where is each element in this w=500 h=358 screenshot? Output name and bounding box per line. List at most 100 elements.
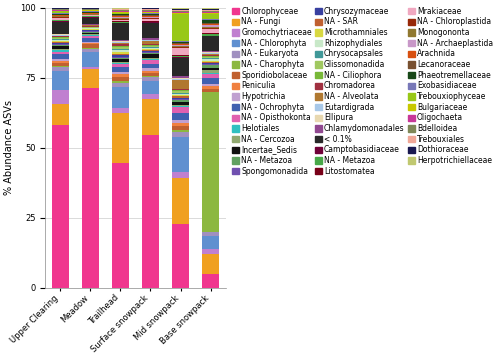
Bar [82,88,98,288]
Bar [82,30,98,31]
Bar [202,56,219,57]
Bar [142,11,158,12]
Bar [142,48,158,49]
Bar [172,106,189,107]
Bar [112,41,128,42]
Bar [142,38,158,40]
Bar [112,21,128,22]
Bar [142,46,158,47]
Bar [112,8,128,9]
Bar [52,44,68,45]
Bar [202,58,219,59]
Bar [172,107,189,113]
Bar [142,17,158,18]
Bar [202,12,219,13]
Bar [112,9,128,10]
Bar [52,90,68,104]
Bar [172,8,189,9]
Bar [202,26,219,28]
Bar [112,164,128,288]
Bar [52,50,68,52]
Bar [172,42,189,43]
Bar [172,137,189,173]
Bar [82,44,98,48]
Bar [52,17,68,18]
Bar [202,33,219,34]
Bar [202,34,219,35]
Bar [172,57,189,58]
Bar [82,42,98,43]
Bar [172,97,189,99]
Bar [172,105,189,106]
Bar [82,29,98,30]
Bar [82,38,98,42]
Bar [82,13,98,14]
Bar [172,91,189,92]
Bar [82,69,98,88]
Bar [142,51,158,52]
Bar [52,37,68,38]
Bar [112,44,128,46]
Bar [142,45,158,46]
Bar [112,83,128,87]
Bar [172,99,189,100]
Bar [82,9,98,10]
Bar [112,47,128,49]
Bar [172,130,189,132]
Bar [172,45,189,46]
Bar [82,18,98,24]
Bar [112,14,128,15]
Bar [172,80,189,89]
Bar [112,55,128,57]
Bar [52,22,68,34]
Bar [112,59,128,62]
Bar [202,59,219,61]
Bar [142,49,158,50]
Bar [172,47,189,48]
Bar [52,42,68,43]
Bar [142,22,158,23]
Bar [142,68,158,71]
Bar [52,20,68,21]
Bar [112,12,128,13]
Bar [112,112,128,164]
Bar [142,53,158,54]
Bar [112,108,128,112]
Bar [112,19,128,20]
Bar [52,34,68,35]
Bar [142,9,158,10]
Bar [112,16,128,17]
Bar [142,59,158,60]
Bar [172,14,189,41]
Bar [172,100,189,102]
Bar [202,37,219,51]
Bar [142,60,158,64]
Bar [82,31,98,32]
Bar [202,24,219,25]
Bar [52,15,68,16]
Bar [112,82,128,83]
Bar [52,13,68,14]
Bar [172,58,189,76]
Bar [202,66,219,68]
Bar [142,15,158,16]
Bar [52,18,68,20]
Bar [172,46,189,47]
Bar [52,66,68,67]
Bar [52,49,68,50]
Bar [202,52,219,53]
Bar [52,61,68,63]
Bar [52,104,68,125]
Bar [202,73,219,74]
Bar [112,24,128,40]
Bar [172,102,189,105]
Legend: Chlorophyceae, NA - Fungi, Gromochytriaceae, NA - Chlorophyta, NA - Eukaryota, N: Chlorophyceae, NA - Fungi, Gromochytriac… [231,6,494,176]
Bar [142,73,158,76]
Bar [142,135,158,288]
Bar [142,44,158,45]
Bar [202,14,219,19]
Bar [202,78,219,84]
Bar [112,20,128,21]
Bar [112,10,128,11]
Bar [202,28,219,29]
